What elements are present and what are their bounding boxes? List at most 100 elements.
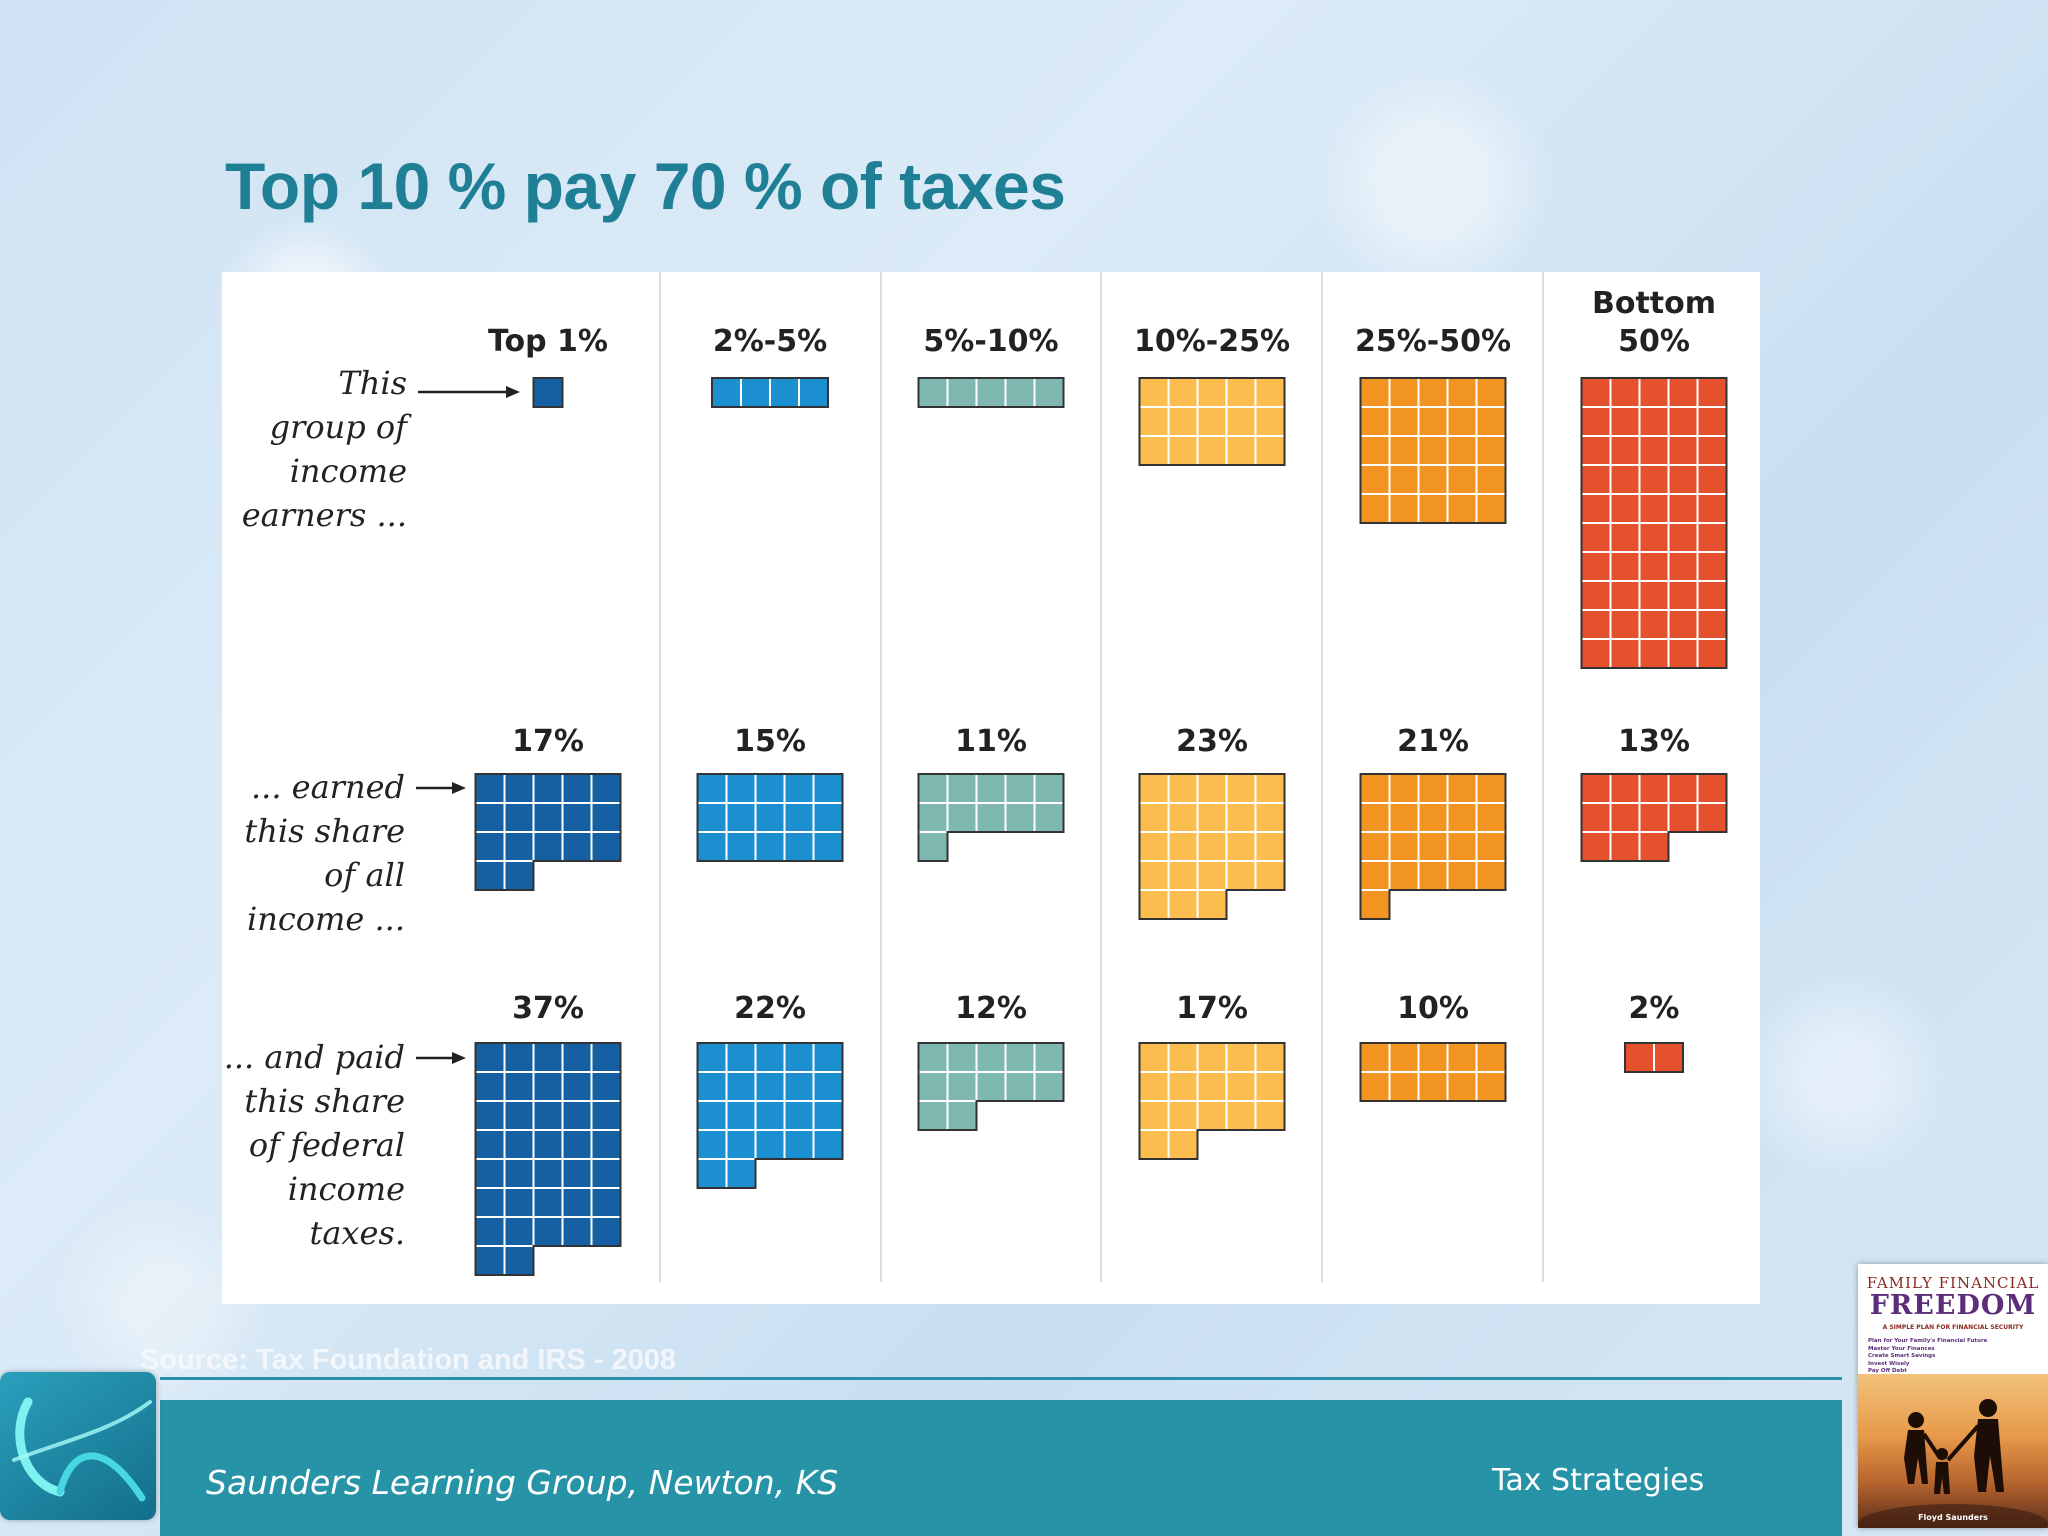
waffle-square (1254, 435, 1286, 466)
waffle-square (812, 1042, 844, 1073)
waffle-square (783, 831, 815, 862)
waffle-square (474, 1071, 506, 1102)
waffle-square (1359, 1042, 1391, 1073)
source-note: Source: Tax Foundation and IRS - 2008 (140, 1344, 677, 1376)
waffle-chart: Top 1% 17% 37% 2%-5% 15% 22% 5%-10% 11% 12% 10%-2… (224, 272, 1728, 1282)
income-share-value: 23% (1176, 724, 1248, 759)
waffle-square (474, 1216, 506, 1247)
waffle-square (503, 1042, 535, 1073)
waffle-square (590, 1100, 622, 1131)
waffle-square (1667, 609, 1699, 640)
waffle-square (1138, 1129, 1170, 1160)
waffle-square (1225, 860, 1257, 891)
waffle-square (1696, 773, 1728, 804)
waffle-square (1446, 493, 1478, 524)
waffle-square (1475, 1071, 1507, 1102)
waffle-square (917, 1100, 949, 1131)
waffle-square (1388, 802, 1420, 833)
waffle-square (975, 377, 1007, 408)
waffle-square (1033, 377, 1065, 408)
waffle-square (754, 802, 786, 833)
waffle-square (1475, 831, 1507, 862)
income-share-waffle (1359, 773, 1507, 920)
waffle-square (975, 802, 1007, 833)
waffle-square (812, 1071, 844, 1102)
group-header-label: 2%-5% (713, 324, 827, 359)
waffle-square (1196, 802, 1228, 833)
group-header-label: 50% (1618, 324, 1690, 359)
waffle-square (1033, 1071, 1065, 1102)
waffle-square (474, 1129, 506, 1160)
waffle-outline (532, 377, 564, 408)
waffle-square (474, 802, 506, 833)
waffle-outline (474, 773, 622, 891)
waffle-square (503, 1245, 535, 1276)
waffle-square (1225, 406, 1257, 437)
waffle-square (1196, 435, 1228, 466)
tax-share-value: 37% (512, 991, 584, 1026)
waffle-square (1138, 406, 1170, 437)
waffle-square (1417, 493, 1449, 524)
waffle-chart-panel: Top 1% 17% 37% 2%-5% 15% 22% 5%-10% 11% 12% 10%-2… (222, 272, 1760, 1304)
waffle-square (1609, 609, 1641, 640)
book-bullets: Plan for Your Family's Financial Future … (1868, 1338, 1987, 1376)
waffle-square (696, 1071, 728, 1102)
waffle-square (783, 1071, 815, 1102)
waffle-square (590, 1071, 622, 1102)
waffle-square (1609, 522, 1641, 553)
waffle-square (1225, 773, 1257, 804)
waffle-square (590, 1042, 622, 1073)
waffle-square (1580, 831, 1612, 862)
waffle-square (1417, 1071, 1449, 1102)
waffle-square (754, 773, 786, 804)
waffle-square (1475, 1042, 1507, 1073)
waffle-square (725, 1158, 757, 1189)
waffle-square (1667, 551, 1699, 582)
waffle-square (532, 1129, 564, 1160)
waffle-square (725, 831, 757, 862)
row-label-income: ... earned (251, 768, 405, 806)
waffle-square (917, 1071, 949, 1102)
waffle-square (1417, 435, 1449, 466)
income-share-value: 13% (1618, 724, 1690, 759)
waffle-square (783, 1100, 815, 1131)
waffle-square (812, 1100, 844, 1131)
waffle-outline (711, 377, 829, 408)
waffle-square (561, 1158, 593, 1189)
income-share-value: 17% (512, 724, 584, 759)
waffle-square (783, 773, 815, 804)
waffle-square (783, 802, 815, 833)
group-header-label: 5%-10% (923, 324, 1058, 359)
waffle-outline (1624, 1042, 1684, 1073)
tax-share-value: 10% (1397, 991, 1469, 1026)
waffle-square (1446, 406, 1478, 437)
waffle-square (1033, 773, 1065, 804)
waffle-square (725, 1042, 757, 1073)
waffle-square (1638, 493, 1670, 524)
waffle-square (812, 831, 844, 862)
waffle-square (1004, 1071, 1036, 1102)
footer-bar (160, 1400, 1842, 1536)
waffle-square (1609, 802, 1641, 833)
waffle-square (1167, 1100, 1199, 1131)
waffle-outline (1359, 377, 1507, 524)
waffle-square (1696, 802, 1728, 833)
waffle-square (1475, 435, 1507, 466)
waffle-square (1388, 1042, 1420, 1073)
waffle-square (946, 377, 978, 408)
waffle-square (917, 377, 949, 408)
waffle-square (1359, 377, 1391, 408)
waffle-square (474, 1245, 506, 1276)
waffle-square (1138, 1071, 1170, 1102)
row-label-group: This (338, 364, 407, 402)
waffle-square (1580, 493, 1612, 524)
waffle-square (754, 1100, 786, 1131)
waffle-square (1580, 580, 1612, 611)
waffle-square (754, 1129, 786, 1160)
waffle-square (1417, 406, 1449, 437)
waffle-square (1196, 1042, 1228, 1073)
waffle-square (590, 1216, 622, 1247)
book-title-line2: FREEDOM (1869, 1290, 2037, 1321)
waffle-square (1417, 464, 1449, 495)
waffle-square (1638, 377, 1670, 408)
